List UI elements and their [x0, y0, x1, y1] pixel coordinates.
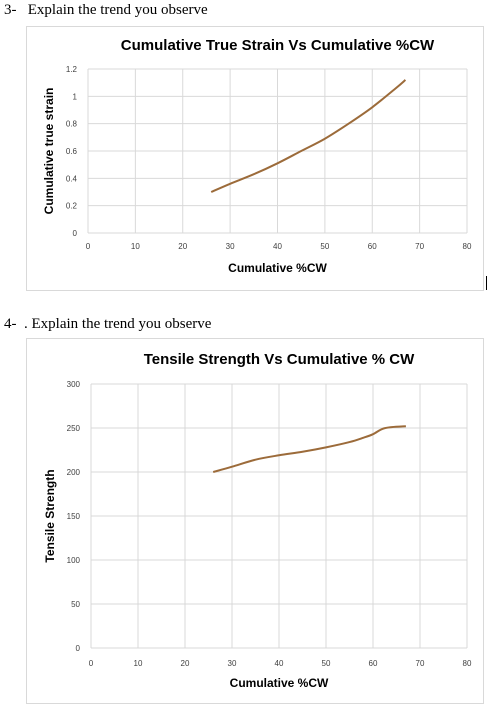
tensile-chart-title: Tensile Strength Vs Cumulative % CW — [144, 351, 415, 368]
tensile-y-axis-title: Tensile Strength — [43, 469, 57, 562]
strain-y-tick-label: 1.2 — [66, 65, 78, 74]
tensile-x-tick-label: 70 — [416, 659, 425, 668]
strain-x-tick-label: 50 — [320, 242, 329, 251]
strain-y-tick-label: 0.4 — [66, 174, 78, 183]
tensile-y-tick-label: 100 — [67, 556, 81, 565]
tensile-x-tick-label: 20 — [181, 659, 190, 668]
strain-y-tick-label: 0.6 — [66, 147, 78, 156]
question-4: 4- . Explain the trend you observe — [4, 316, 212, 332]
strain-x-tick-label: 70 — [415, 242, 424, 251]
strain-y-tick-label: 0.8 — [66, 120, 78, 129]
strain-y-tick-label: 1 — [73, 92, 78, 101]
tensile-y-tick-label: 200 — [67, 468, 81, 477]
strain-y-axis-title: Cumulative true strain — [42, 88, 56, 215]
strain-x-tick-label: 0 — [86, 242, 91, 251]
strain-x-axis-title: Cumulative %CW — [228, 261, 327, 275]
tensile-chart: Tensile Strength Vs Cumulative % CW 0 50 10… — [26, 338, 484, 704]
strain-x-tick-label: 40 — [273, 242, 282, 251]
tensile-y-tick-label: 50 — [71, 600, 80, 609]
tensile-x-tick-label: 60 — [369, 659, 378, 668]
strain-series-line — [210, 79, 407, 193]
strain-x-tick-label: 20 — [178, 242, 187, 251]
strain-chart-svg: Cumulative True Strain Vs Cumulative %CW… — [42, 37, 472, 275]
tensile-x-axis-title: Cumulative %CW — [230, 676, 329, 690]
tensile-x-tick-label: 0 — [89, 659, 94, 668]
strain-chart-title: Cumulative True Strain Vs Cumulative %CW — [121, 37, 435, 54]
tensile-x-tick-label: 10 — [134, 659, 143, 668]
tensile-x-tick-label: 40 — [275, 659, 284, 668]
tensile-x-tick-label: 30 — [228, 659, 237, 668]
tensile-x-tick-label: 50 — [322, 659, 331, 668]
tensile-y-tick-label: 0 — [76, 644, 81, 653]
text-cursor-mark — [486, 276, 487, 290]
strain-y-tick-label: 0.2 — [66, 202, 78, 211]
tensile-y-tick-label: 150 — [67, 512, 81, 521]
question-3: 3- Explain the trend you observe — [4, 2, 208, 18]
strain-x-tick-label: 10 — [131, 242, 140, 251]
tensile-series-line — [212, 425, 406, 473]
strain-y-tick-label: 0 — [73, 229, 78, 238]
tensile-y-tick-label: 250 — [67, 424, 81, 433]
strain-x-tick-label: 60 — [368, 242, 377, 251]
tensile-x-tick-label: 80 — [463, 659, 472, 668]
strain-x-tick-label: 80 — [463, 242, 472, 251]
strain-chart: Cumulative True Strain Vs Cumulative %CW… — [26, 26, 484, 291]
tensile-chart-svg: Tensile Strength Vs Cumulative % CW 0 50 10… — [43, 351, 472, 690]
tensile-y-tick-label: 300 — [67, 380, 81, 389]
strain-x-tick-label: 30 — [226, 242, 235, 251]
